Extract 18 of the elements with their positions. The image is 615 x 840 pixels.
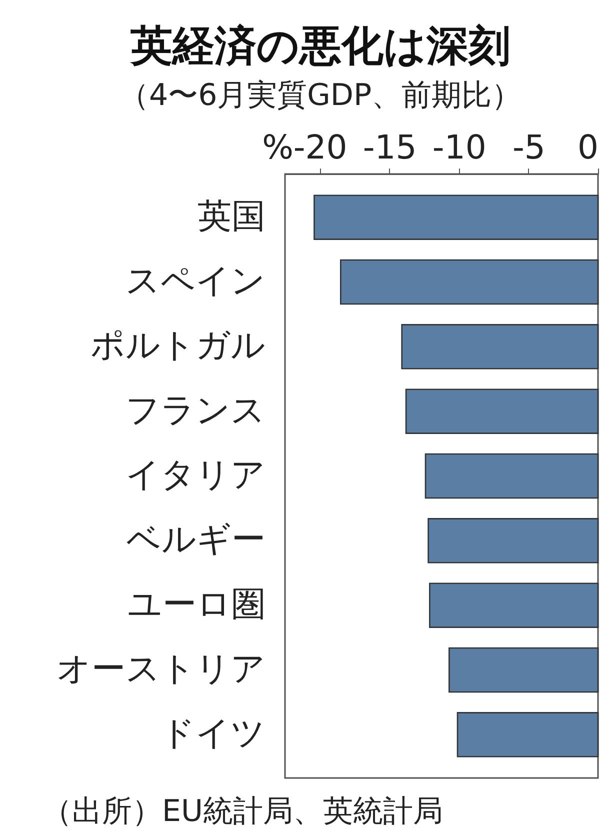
x-tick-label: -20 [293, 128, 348, 166]
y-tick-label: ベルギー [126, 520, 266, 560]
y-tick-label: フランス [126, 390, 266, 430]
x-tick-label: 0 [578, 128, 598, 166]
y-tick-label: ユーロ圏 [128, 584, 266, 624]
chart-title: 英経済の悪化は深刻 [129, 21, 510, 70]
x-tick-label: -15 [362, 128, 417, 166]
y-tick-label: スペイン [126, 260, 266, 301]
chart-subtitle: （4〜6月実質GDP、前期比） [119, 78, 522, 113]
text: （出所）EU統計局、英統計局 [42, 794, 443, 829]
x-axis-title: % [262, 128, 294, 166]
x-tick-label: -10 [432, 128, 486, 166]
y-tick-label: イタリア [126, 455, 266, 495]
y-tick-label: ポルトガル [90, 326, 266, 366]
x-tick-label: -5 [512, 128, 546, 166]
y-tick-label: オーストリア [56, 649, 266, 690]
y-tick-label: ドイツ [160, 714, 266, 754]
y-tick-label: 英国 [198, 196, 266, 236]
